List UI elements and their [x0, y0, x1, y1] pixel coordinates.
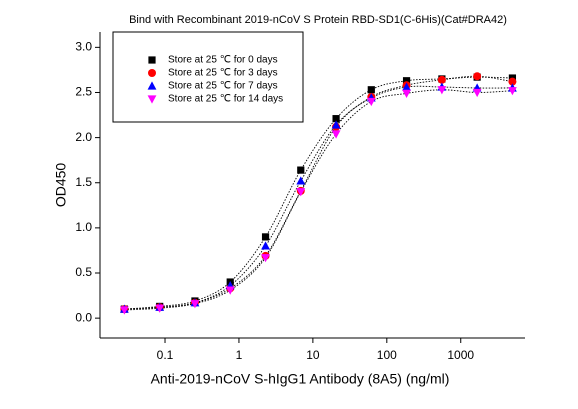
marker — [155, 304, 165, 313]
y-axis-label: OD450 — [53, 163, 69, 208]
fit-curve — [124, 89, 513, 311]
y-tick-label: 2.5 — [75, 85, 92, 99]
y-tick-label: 0.0 — [75, 310, 92, 324]
marker — [402, 89, 411, 98]
marker — [119, 306, 129, 315]
marker — [296, 176, 306, 185]
x-tick-label: 100 — [377, 348, 397, 362]
legend-label: Store at 25 ℃ for 7 days — [168, 81, 278, 92]
marker — [437, 75, 446, 84]
chart-title: Bind with Recombinant 2019-nCoV S Protei… — [129, 14, 507, 26]
fit-curve — [124, 85, 513, 310]
marker — [261, 254, 270, 263]
marker — [402, 77, 411, 85]
marker — [508, 77, 517, 86]
y-tick-label: 1.0 — [75, 220, 92, 234]
marker — [366, 97, 376, 107]
marker — [508, 87, 517, 96]
marker — [147, 95, 157, 104]
fit-curve — [124, 75, 513, 310]
y-tick-label: 0.5 — [75, 265, 92, 279]
y-tick-label: 3.0 — [75, 40, 92, 54]
marker — [261, 233, 270, 241]
x-tick-label: 1000 — [447, 348, 474, 362]
marker — [331, 130, 341, 139]
legend-box — [112, 31, 304, 123]
marker — [261, 241, 270, 250]
marker — [190, 300, 200, 309]
x-tick-label: 10 — [306, 348, 320, 362]
x-axis-label: Anti-2019-nCoV S-hIgG1 Antibody (8A5) (n… — [151, 371, 450, 387]
marker — [147, 81, 157, 90]
marker — [297, 166, 305, 174]
legend-label: Store at 25 ℃ for 3 days — [168, 68, 278, 79]
marker — [402, 82, 411, 91]
marker — [367, 86, 375, 94]
marker — [296, 188, 306, 197]
marker — [472, 88, 482, 98]
marker — [148, 69, 156, 77]
marker — [148, 56, 156, 64]
y-tick-label: 2.0 — [75, 130, 92, 144]
legend-label: Store at 25 ℃ for 0 days — [168, 55, 278, 66]
marker — [473, 72, 482, 81]
x-tick-label: 1 — [236, 348, 243, 362]
x-tick-label: 0.1 — [157, 348, 174, 362]
marker — [225, 286, 235, 295]
marker — [332, 115, 340, 123]
legend-label: Store at 25 ℃ for 14 days — [168, 94, 283, 105]
marker — [437, 86, 447, 95]
y-tick-label: 1.5 — [75, 175, 92, 189]
marker — [331, 120, 341, 129]
fit-curve — [124, 76, 513, 310]
